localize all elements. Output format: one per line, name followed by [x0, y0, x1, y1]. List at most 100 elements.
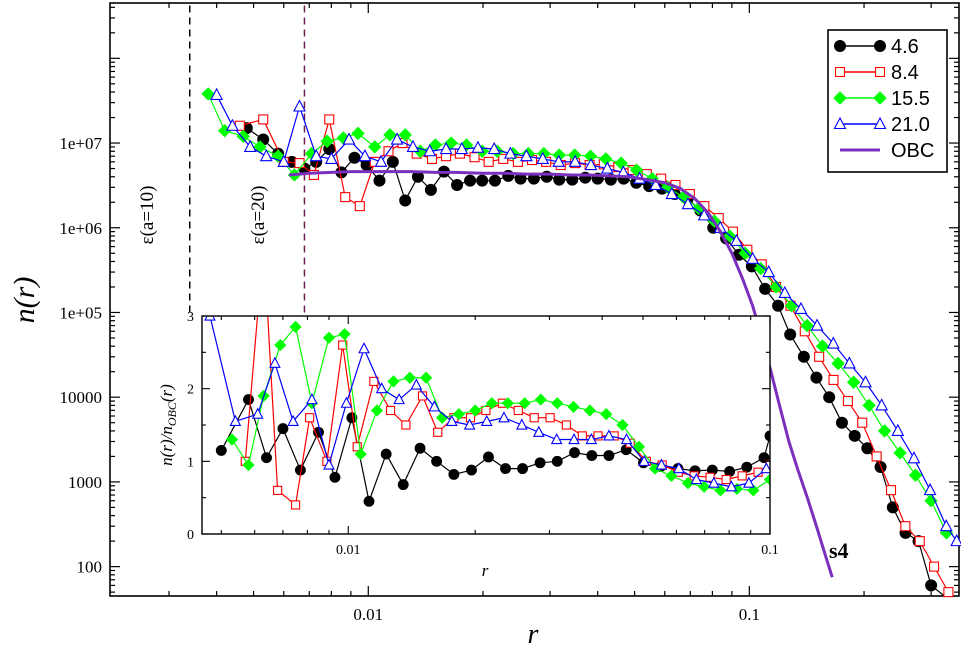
inset-data-point-21.0 — [655, 458, 668, 470]
inset-data-point-15.5 — [534, 393, 547, 406]
inset-x-tick-label: 0.01 — [336, 543, 361, 558]
inset-data-point-4.6 — [448, 468, 460, 480]
data-point-8.4 — [308, 169, 319, 181]
data-point-21.0 — [536, 151, 550, 164]
inset-series-line-8.4 — [244, 316, 770, 506]
data-point-21.0 — [406, 139, 420, 152]
data-point-4.6 — [810, 371, 823, 384]
inset-data-point-8.4 — [577, 431, 587, 441]
main-y-axis-title: n(r) — [8, 277, 41, 324]
inset-data-point-21.0 — [323, 458, 335, 470]
inset-data-point-15.5 — [289, 320, 302, 334]
data-point-8.4 — [294, 158, 305, 169]
inset-y-tick-label: 0 — [187, 528, 194, 543]
data-point-4.6 — [759, 282, 772, 295]
inset-data-point-4.6 — [586, 450, 598, 461]
data-point-21.0 — [309, 148, 323, 162]
data-point-15.5 — [614, 156, 628, 170]
data-point-8.4 — [857, 417, 868, 428]
inset-data-point-4.6 — [569, 447, 580, 459]
legend-label: 21.0 — [891, 114, 930, 136]
legend-item-21.0: 21.0 — [833, 114, 930, 136]
legend-marker — [874, 66, 886, 78]
inset-data-point-21.0 — [760, 462, 770, 474]
inset-data-point-15.5 — [370, 404, 384, 417]
data-point-4.6 — [386, 155, 399, 168]
inset-data-point-21.0 — [358, 342, 370, 354]
data-point-21.0 — [293, 99, 306, 112]
inset-data-point-8.4 — [721, 474, 731, 485]
inset-data-point-15.5 — [225, 433, 239, 446]
inset-data-point-15.5 — [338, 328, 351, 341]
inset-data-point-15.5 — [681, 477, 695, 490]
inset-data-point-8.4 — [529, 413, 539, 423]
data-point-21.0 — [826, 336, 840, 349]
data-point-8.4 — [324, 114, 335, 125]
data-point-15.5 — [383, 128, 397, 142]
data-point-15.5 — [800, 318, 814, 333]
legend-label: 4.6 — [891, 36, 919, 58]
data-point-15.5 — [753, 261, 768, 276]
inset-data-point-8.4 — [545, 413, 555, 423]
data-point-21.0 — [600, 161, 614, 174]
legend-marker — [834, 66, 846, 78]
inset-data-point-8.4 — [338, 340, 348, 350]
data-point-21.0 — [519, 148, 533, 162]
data-point-8.4 — [914, 536, 925, 547]
legend-marker — [874, 40, 886, 52]
inset-data-point-21.0 — [480, 414, 493, 426]
legend-label: OBC — [891, 140, 934, 162]
inset-series-group — [204, 316, 770, 510]
main-y-tick-label: 10000 — [60, 388, 103, 407]
series-OBC — [289, 170, 834, 578]
data-point-8.4 — [340, 192, 351, 203]
legend-marker — [873, 116, 887, 130]
inset-data-point-15.5 — [452, 407, 466, 421]
data-point-21.0 — [503, 146, 517, 159]
inset-data-point-4.6 — [500, 463, 511, 475]
inset-data-point-4.6 — [483, 451, 494, 463]
main-y-tick-label: 100 — [77, 558, 103, 577]
inset-data-point-15.5 — [518, 397, 531, 410]
inset-y-tick-label: 2 — [187, 383, 194, 398]
inset-data-point-15.5 — [763, 473, 770, 486]
inset-data-point-21.0 — [603, 429, 615, 441]
data-point-15.5 — [769, 280, 783, 294]
data-point-8.4 — [885, 485, 897, 496]
data-point-4.6 — [476, 174, 489, 187]
main-series-group — [201, 87, 961, 598]
main-x-axis: 0.01 0.1 — [168, 3, 932, 624]
inset-data-point-4.6 — [215, 444, 227, 456]
data-point-21.0 — [277, 154, 291, 167]
data-point-4.6 — [823, 391, 836, 404]
inset-x-tick-label: 0.1 — [761, 543, 779, 558]
inset-data-point-15.5 — [632, 440, 646, 453]
legend-marker — [833, 91, 847, 105]
data-point-4.6 — [399, 194, 412, 207]
legend: 4.6 8.4 15.5 21.0 OBC — [833, 36, 934, 162]
inset-data-point-8.4 — [737, 471, 747, 481]
data-point-8.4 — [469, 152, 480, 163]
inset-data-point-8.4 — [401, 420, 411, 430]
main-y-tick-label: 1000 — [68, 473, 102, 492]
data-point-15.5 — [368, 140, 382, 154]
inset-data-point-4.6 — [277, 423, 289, 435]
data-point-8.4 — [483, 156, 494, 167]
data-point-21.0 — [810, 318, 824, 331]
data-point-21.0 — [907, 451, 921, 464]
data-point-21.0 — [259, 148, 273, 162]
data-point-21.0 — [390, 132, 404, 145]
data-point-8.4 — [814, 351, 825, 362]
data-point-4.6 — [797, 350, 810, 363]
inset-data-point-15.5 — [583, 404, 596, 417]
data-point-8.4 — [943, 587, 954, 598]
inset-x-axis-title: r — [482, 561, 489, 580]
main-y-tick-label: 1e+07 — [59, 134, 102, 153]
inset-data-point-21.0 — [638, 454, 650, 466]
inset-data-point-15.5 — [403, 371, 416, 384]
inset-data-point-4.6 — [243, 394, 254, 406]
inset-data-point-21.0 — [287, 414, 299, 426]
data-point-15.5 — [846, 375, 861, 389]
panel-label: s4 — [829, 538, 849, 563]
